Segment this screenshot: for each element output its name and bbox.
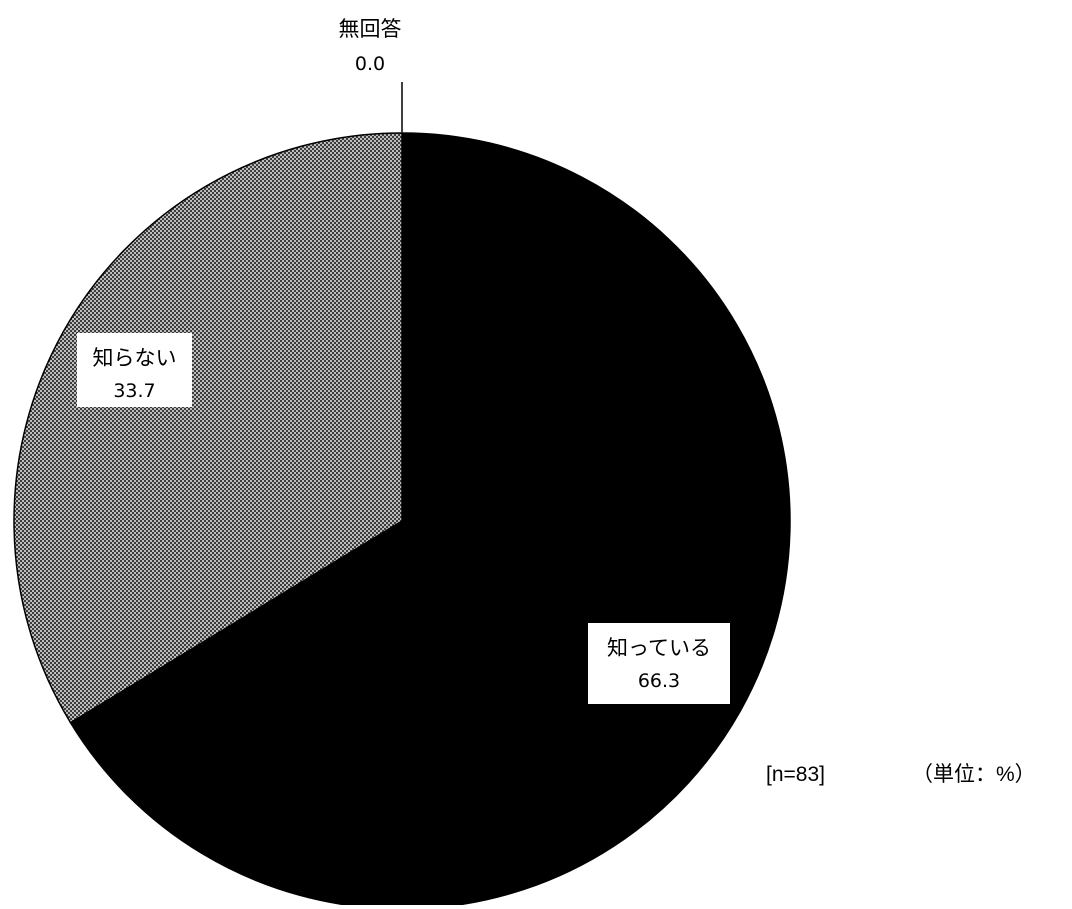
slice-category-label-2: 無回答 <box>339 17 402 41</box>
slice-label-1: 知らない 33.7 <box>77 333 192 407</box>
slice-label-0: 知っている 66.3 <box>588 623 730 704</box>
slice-category-label-0: 知っている <box>607 636 711 660</box>
sample-size-note: [n=83] <box>766 763 825 786</box>
slice-value-label-0: 66.3 <box>638 670 680 692</box>
pie-slice-1 <box>13 132 403 724</box>
slice-value-label-2: 0.0 <box>355 53 385 75</box>
slice-labels: 知っている 66.3 知らない 33.7 無回答 0.0 <box>77 17 730 704</box>
unit-note: （単位：%） <box>912 763 1036 786</box>
pie-slices <box>13 132 791 909</box>
pie-slice-0 <box>69 132 791 909</box>
slice-label-box-0 <box>588 623 730 704</box>
slice-label-2: 無回答 0.0 <box>339 17 402 75</box>
slice-label-box-1 <box>77 333 192 407</box>
chart-footer: [n=83] （単位：%） <box>766 763 1036 786</box>
slice-category-label-1: 知らない <box>93 346 177 370</box>
slice-value-label-1: 33.7 <box>113 380 155 402</box>
